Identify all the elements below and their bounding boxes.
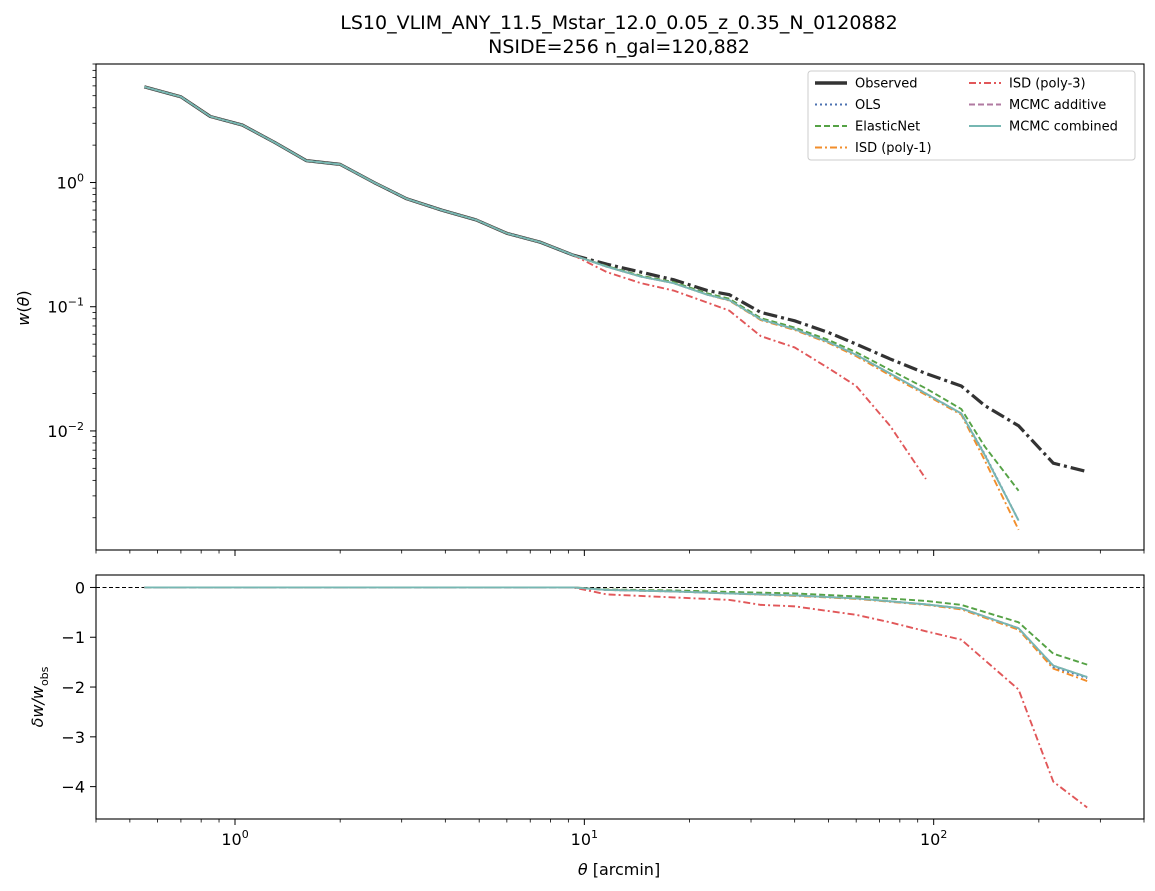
top-series <box>143 85 1088 531</box>
series-line-mcmc-combined <box>144 85 1020 521</box>
bottom-ticks <box>90 586 1145 825</box>
legend-box <box>807 70 1136 161</box>
chart-title-line-1: LS10_VLIM_ANY_11.5_Mstar_12.0_0.05_z_0.3… <box>340 12 897 34</box>
series-line-isd-poly-1-residual <box>144 586 1088 682</box>
legend: Observed OLS ElasticNet ISD (poly-1) ISD (po… <box>807 70 1136 161</box>
top-y-tick-label: 10−1 <box>47 296 84 317</box>
legend-label-mcmc-additive: MCMC additive <box>1009 98 1106 113</box>
series-line-mcmc-additive-residual <box>144 586 1088 678</box>
bottom-panel: 100 101 102 0 −1 −2 −3 −4 <box>61 574 1145 849</box>
chart-title-line-2: NSIDE=256 n_gal=120,882 <box>488 36 750 58</box>
legend-label-elasticnet: ElasticNet <box>855 120 920 135</box>
top-ticks <box>90 63 1145 556</box>
x-axis-label: θ [arcmin] <box>578 860 660 879</box>
x-tick-label: 102 <box>920 828 947 849</box>
x-tick-label: 101 <box>571 828 598 849</box>
series-line-mcmc-combined-residual <box>144 586 1088 678</box>
legend-label-isd-poly-1: ISD (poly-1) <box>855 141 932 156</box>
bottom-y-tick-label: −1 <box>61 628 85 647</box>
series-line-elasticnet-residual <box>144 586 1088 666</box>
series-line-observed <box>143 85 574 257</box>
legend-label-observed: Observed <box>855 77 918 92</box>
series-line-observed-tail <box>572 253 1088 474</box>
series-line-ols-residual <box>144 586 1088 679</box>
bottom-y-tick-label: 0 <box>75 578 85 597</box>
bottom-series <box>144 586 1088 809</box>
legend-label-mcmc-combined: MCMC combined <box>1009 120 1118 135</box>
series-line-isd-poly-3-residual <box>144 586 1088 809</box>
bottom-y-tick-label: −2 <box>61 678 85 697</box>
x-tick-label: 100 <box>221 828 248 849</box>
top-y-axis-label: w(θ) <box>14 290 33 325</box>
top-y-tick-label: 100 <box>57 172 84 193</box>
legend-label-isd-poly-3: ISD (poly-3) <box>1009 77 1086 92</box>
top-y-tick-label: 10−2 <box>47 420 84 441</box>
top-plot-frame <box>95 63 1145 551</box>
bottom-y-tick-label: −4 <box>61 778 85 797</box>
top-panel: 100 10−1 10−2 <box>47 63 1145 556</box>
legend-label-ols: OLS <box>855 98 881 113</box>
series-line-isd-poly-3 <box>572 254 927 480</box>
bottom-y-axis-label: δw/wobs <box>28 666 51 727</box>
bottom-y-tick-label: −3 <box>61 728 85 747</box>
bottom-plot-frame <box>95 574 1145 820</box>
